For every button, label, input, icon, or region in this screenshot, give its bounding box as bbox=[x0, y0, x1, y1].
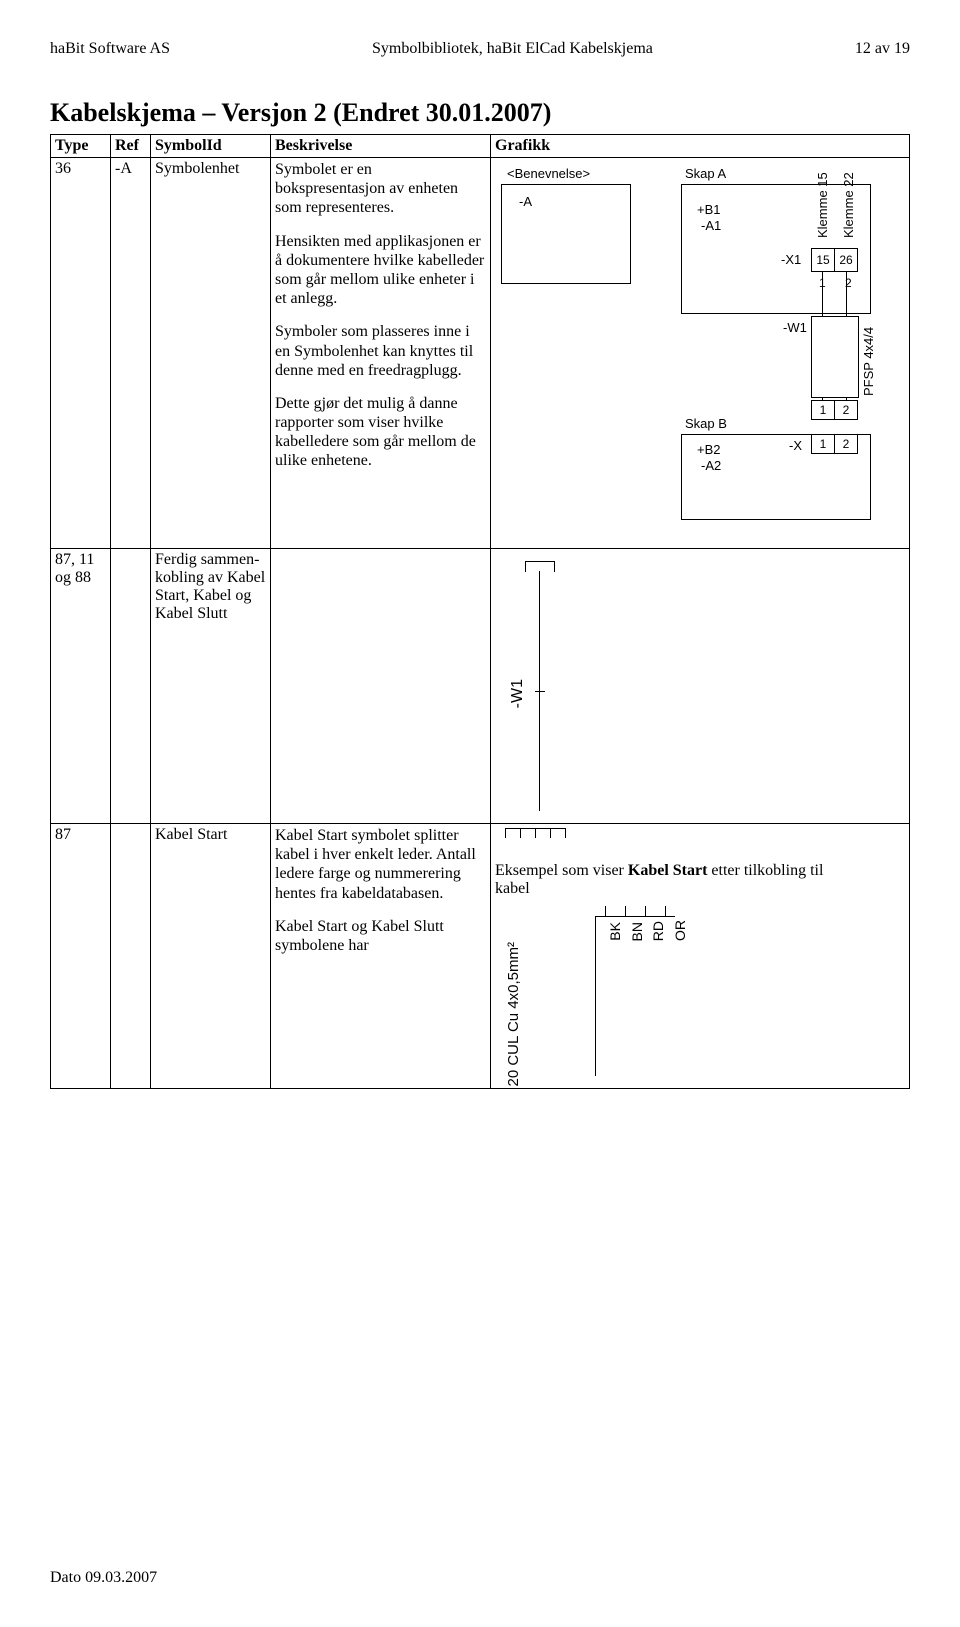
leg-bn: BN bbox=[629, 922, 645, 941]
cell-symbolid: Kabel Start bbox=[151, 824, 271, 1089]
cell-beskrivelse: Kabel Start symbolet splitter kabel i hv… bbox=[271, 824, 491, 1089]
fork-tine bbox=[550, 828, 551, 838]
cell-type: 36 bbox=[51, 158, 111, 549]
desc-p: Kabel Start symbolet splitter kabel i hv… bbox=[275, 826, 486, 903]
cell-type: 87, 11 og 88 bbox=[51, 549, 111, 824]
cell-grafikk: -W1 bbox=[491, 549, 910, 824]
th-beskrivelse: Beskrivelse bbox=[271, 135, 491, 158]
x1-label: -X1 bbox=[781, 252, 801, 267]
color-legend: BK BN RD OR bbox=[607, 920, 690, 944]
th-type: Type bbox=[51, 135, 111, 158]
leg-or: OR bbox=[672, 920, 688, 941]
w1-vert-label: -W1 bbox=[509, 679, 527, 708]
cell-grafikk: <Benevnelse> -A Skap A +B1 -A1 Klemme 15… bbox=[491, 158, 910, 549]
plus-b1: +B1 bbox=[697, 202, 721, 217]
table-row: 87, 11 og 88 Ferdig sammen-kobling av Ka… bbox=[51, 549, 910, 824]
minus-a1: -A1 bbox=[701, 218, 721, 233]
desc-p: Hensikten med applikasjonen er å dokumen… bbox=[275, 232, 486, 309]
kabel-start-graphic: Eksempel som viser Kabel Start etter til… bbox=[495, 826, 855, 1086]
cell-beskrivelse: Symbolet er en bokspresentasjon av enhet… bbox=[271, 158, 491, 549]
fork2-down bbox=[595, 916, 596, 1076]
schematic-diagram: <Benevnelse> -A Skap A +B1 -A1 Klemme 15… bbox=[501, 166, 881, 546]
term-26: 26 bbox=[834, 248, 858, 272]
a-label: -A bbox=[519, 194, 532, 209]
page-footer: Dato 09.03.2007 bbox=[50, 1569, 910, 1587]
bt1: 1 bbox=[811, 400, 835, 420]
leg-rd: RD bbox=[650, 921, 666, 941]
desc-p: Symbolet er en bokspresentasjon av enhet… bbox=[275, 160, 486, 218]
cell-beskrivelse bbox=[271, 549, 491, 824]
fork-tine bbox=[520, 828, 521, 838]
cell-ref bbox=[111, 824, 151, 1089]
cap-pre: Eksempel som viser bbox=[495, 862, 628, 879]
cell-ref bbox=[111, 549, 151, 824]
cell-ref: -A bbox=[111, 158, 151, 549]
cable-stub: -W1 bbox=[515, 561, 555, 821]
cable-box bbox=[811, 316, 859, 398]
fork-tine bbox=[505, 828, 506, 838]
stub-top bbox=[525, 561, 555, 562]
fork2-t bbox=[605, 906, 606, 916]
plus-b2: +B2 bbox=[697, 442, 721, 457]
table-row: 36 -A Symbolenhet Symbolet er en bokspre… bbox=[51, 158, 910, 549]
table-header-row: Type Ref SymbolId Beskrivelse Grafikk bbox=[51, 135, 910, 158]
desc-p: Kabel Start og Kabel Slutt symbolene har bbox=[275, 917, 486, 955]
hdr-left: haBit Software AS bbox=[50, 40, 170, 58]
klemme22-label: Klemme 22 bbox=[841, 166, 856, 238]
hdr-right: 12 av 19 bbox=[855, 40, 910, 58]
cell-symbolid: Ferdig sammen-kobling av Kabel Start, Ka… bbox=[151, 549, 271, 824]
minus-a2: -A2 bbox=[701, 458, 721, 473]
stub-mid bbox=[535, 691, 545, 692]
ct1: 1 bbox=[811, 434, 835, 454]
th-grafikk: Grafikk bbox=[491, 135, 910, 158]
bt2: 2 bbox=[834, 400, 858, 420]
fork2-t bbox=[625, 906, 626, 916]
benevnelse-label: <Benevnelse> bbox=[507, 166, 590, 181]
cable-spec-label: 20 CUL Cu 4x0,5mm² bbox=[505, 942, 522, 1087]
klemme15-label: Klemme 15 bbox=[815, 166, 830, 238]
cap-bold: Kabel Start bbox=[628, 862, 708, 879]
fork2-t bbox=[645, 906, 646, 916]
symbol-table: Type Ref SymbolId Beskrivelse Grafikk 36… bbox=[50, 134, 910, 1089]
desc-p: Dette gjør det mulig å danne rapporter s… bbox=[275, 394, 486, 471]
page-header: haBit Software AS Symbolbibliotek, haBit… bbox=[50, 40, 910, 58]
term-15: 15 bbox=[811, 248, 835, 272]
page-title: Kabelskjema – Versjon 2 (Endret 30.01.20… bbox=[50, 98, 910, 128]
fork-tine bbox=[565, 828, 566, 838]
skap-b-label: Skap B bbox=[685, 416, 727, 431]
pfsp-label: PFSP 4x4/4 bbox=[861, 318, 876, 396]
ct2: 2 bbox=[834, 434, 858, 454]
w1-label: -W1 bbox=[783, 320, 807, 335]
x-label: -X bbox=[789, 438, 802, 453]
desc-p: Symboler som plasseres inne i en Symbole… bbox=[275, 322, 486, 380]
cell-symbolid: Symbolenhet bbox=[151, 158, 271, 549]
skap-a-label: Skap A bbox=[685, 166, 726, 181]
hdr-center: Symbolbibliotek, haBit ElCad Kabelskjema bbox=[372, 40, 653, 58]
fork-tine bbox=[535, 828, 536, 838]
fork2-t bbox=[665, 906, 666, 916]
leg-bk: BK bbox=[607, 922, 623, 941]
cell-grafikk: Eksempel som viser Kabel Start etter til… bbox=[491, 824, 910, 1089]
kstart-caption: Eksempel som viser Kabel Start etter til… bbox=[495, 862, 855, 898]
table-row: 87 Kabel Start Kabel Start symbolet spli… bbox=[51, 824, 910, 1089]
fork2-bar bbox=[595, 916, 675, 917]
cell-type: 87 bbox=[51, 824, 111, 1089]
th-ref: Ref bbox=[111, 135, 151, 158]
th-symbolid: SymbolId bbox=[151, 135, 271, 158]
